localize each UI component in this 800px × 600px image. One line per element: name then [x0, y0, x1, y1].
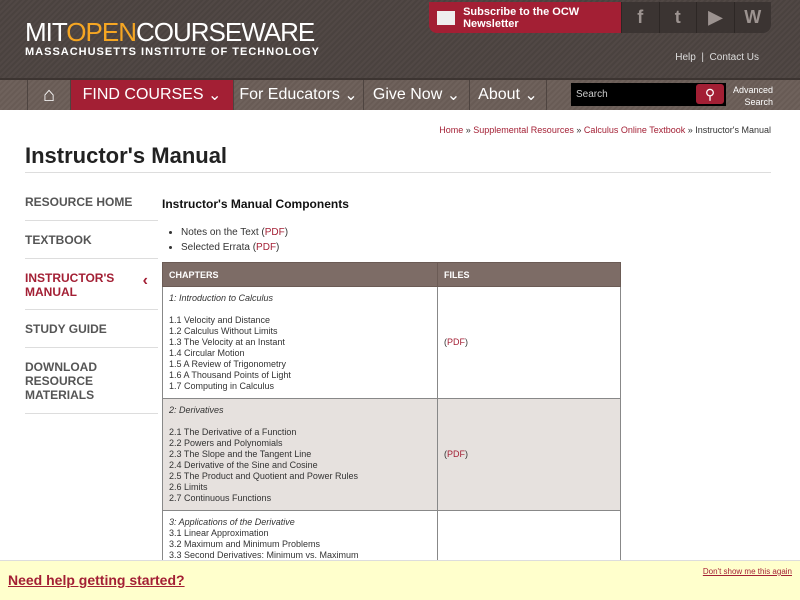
search-input[interactable]: Search ⚲ — [571, 83, 726, 106]
chapter-title: 1: Introduction to Calculus — [169, 293, 274, 303]
section-item: 2.1 The Derivative of a Function — [169, 427, 297, 437]
sidebar-item-download[interactable]: DOWNLOAD RESOURCE MATERIALS — [25, 360, 97, 402]
section-item: 3.2 Maximum and Minimum Problems — [169, 539, 321, 549]
chapters-table: CHAPTERS FILES 1: Introduction to Calculu… — [162, 262, 621, 571]
section-item: 2.6 Limits — [169, 482, 208, 492]
help-getting-started-link[interactable]: Need help getting started? — [8, 572, 185, 588]
search-button[interactable]: ⚲ — [696, 84, 724, 104]
nav-for-educators[interactable]: For Educators ⌄ — [234, 80, 364, 110]
section-item: 1.5 A Review of Trigonometry — [169, 359, 287, 369]
section-item: 1.2 Calculus Without Limits — [169, 326, 278, 336]
crumb-current: Instructor's Manual — [695, 125, 771, 135]
main-nav: ⌂ FIND COURSES ⌄ For Educators ⌄ Give No… — [0, 78, 800, 110]
section-item: 3.3 Second Derivatives: Minimum vs. Maxi… — [169, 550, 359, 560]
mail-icon — [437, 10, 456, 25]
dont-show-again-link[interactable]: Don't show me this again — [702, 567, 792, 576]
chapter-cell: 2: Derivatives 2.1 The Derivative of a Fu… — [162, 398, 438, 511]
list-item: Selected Errata (PDF) — [181, 240, 288, 255]
youtube-icon[interactable]: ▶ — [696, 2, 734, 33]
chapter-cell: 1: Introduction to Calculus 1.1 Velocity … — [162, 286, 438, 399]
pdf-link[interactable]: PDF — [256, 242, 277, 253]
sidebar-item-instructors-manual[interactable]: INSTRUCTOR'S MANUAL — [25, 271, 115, 299]
section-item: 2.4 Derivative of the Sine and Cosine — [169, 460, 318, 470]
divider — [25, 172, 771, 173]
section-item: 2.5 The Product and Quotient and Power R… — [169, 471, 358, 481]
section-item: 1.1 Velocity and Distance — [169, 315, 271, 325]
section-item: 1.7 Computing in Calculus — [169, 381, 275, 391]
file-cell: (PDF) — [437, 398, 621, 511]
nav-find-courses[interactable]: FIND COURSES ⌄ — [71, 80, 234, 110]
section-item: 2.3 The Slope and the Tangent Line — [169, 449, 312, 459]
twitter-icon[interactable]: t — [658, 2, 697, 33]
breadcrumb: Home » Supplemental Resources » Calculus… — [439, 125, 771, 135]
page-title: Instructor's Manual — [25, 143, 228, 168]
list-item: Notes on the Text (PDF) — [181, 225, 288, 240]
components-list: Notes on the Text (PDF) Selected Errata … — [181, 225, 288, 255]
chapter-title: 2: Derivatives — [169, 405, 224, 415]
pdf-link[interactable]: PDF — [264, 227, 285, 238]
section-item: 1.6 A Thousand Points of Light — [169, 370, 291, 380]
section-item: 3.1 Linear Approximation — [169, 528, 269, 538]
contact-link[interactable]: Contact Us — [709, 52, 759, 63]
wordpress-icon[interactable]: W — [733, 2, 772, 33]
column-header: CHAPTERS — [162, 262, 438, 287]
table-row: 2: Derivatives 2.1 The Derivative of a Fu… — [162, 398, 621, 511]
chapter-title: 3: Applications of the Derivative — [169, 517, 295, 527]
social-links: f t ▶ W — [621, 2, 771, 33]
section-item: 2.7 Continuous Functions — [169, 493, 272, 503]
section-item: 1.4 Circular Motion — [169, 348, 245, 358]
pdf-link[interactable]: PDF — [447, 337, 465, 347]
sidebar-item-textbook[interactable]: TEXTBOOK — [25, 221, 158, 259]
facebook-icon[interactable]: f — [621, 2, 659, 33]
ocw-logo[interactable]: MITOPENCOURSEWARE — [25, 17, 315, 47]
table-row: 1: Introduction to Calculus 1.1 Velocity … — [162, 286, 621, 399]
top-links: Help | Contact Us — [675, 52, 759, 63]
sidebar-item-study-guide[interactable]: STUDY GUIDE — [25, 310, 158, 348]
help-banner: Need help getting started? Don't show me… — [0, 560, 800, 600]
sidebar: RESOURCE HOME TEXTBOOK INSTRUCTOR'S MANU… — [25, 188, 158, 414]
pdf-link[interactable]: PDF — [447, 449, 465, 459]
crumb-textbook[interactable]: Calculus Online Textbook — [583, 125, 686, 135]
column-header: FILES — [437, 262, 621, 287]
components-heading: Instructor's Manual Components — [162, 197, 349, 211]
help-link[interactable]: Help — [675, 52, 696, 63]
site-header: MITOPENCOURSEWARE MASSACHUSETTS INSTITUT… — [0, 0, 800, 78]
subscribe-button[interactable]: Subscribe to the OCW Newsletter — [429, 2, 621, 33]
file-cell: (PDF) — [437, 286, 621, 399]
home-icon: ⌂ — [42, 83, 56, 106]
chevron-left-icon: ‹ — [142, 272, 148, 289]
sidebar-item-resource-home[interactable]: RESOURCE HOME — [25, 188, 158, 221]
section-item: 2.2 Powers and Polynomials — [169, 438, 283, 448]
crumb-supplemental[interactable]: Supplemental Resources — [473, 125, 574, 135]
divider — [25, 413, 158, 414]
home-button[interactable]: ⌂ — [27, 80, 71, 110]
subscribe-label: Subscribe to the OCW Newsletter — [463, 5, 580, 30]
advanced-search-link[interactable]: Advanced Search — [733, 85, 774, 107]
search-icon: ⚲ — [704, 85, 716, 102]
section-item: 1.3 The Velocity at an Instant — [169, 337, 285, 347]
divider: ‹ — [25, 273, 158, 310]
mit-subtitle: MASSACHUSETTS INSTITUTE OF TECHNOLOGY — [25, 46, 320, 58]
crumb-home[interactable]: Home — [439, 125, 464, 135]
nav-give-now[interactable]: Give Now ⌄ — [364, 80, 470, 110]
nav-about[interactable]: About ⌄ — [470, 80, 547, 110]
